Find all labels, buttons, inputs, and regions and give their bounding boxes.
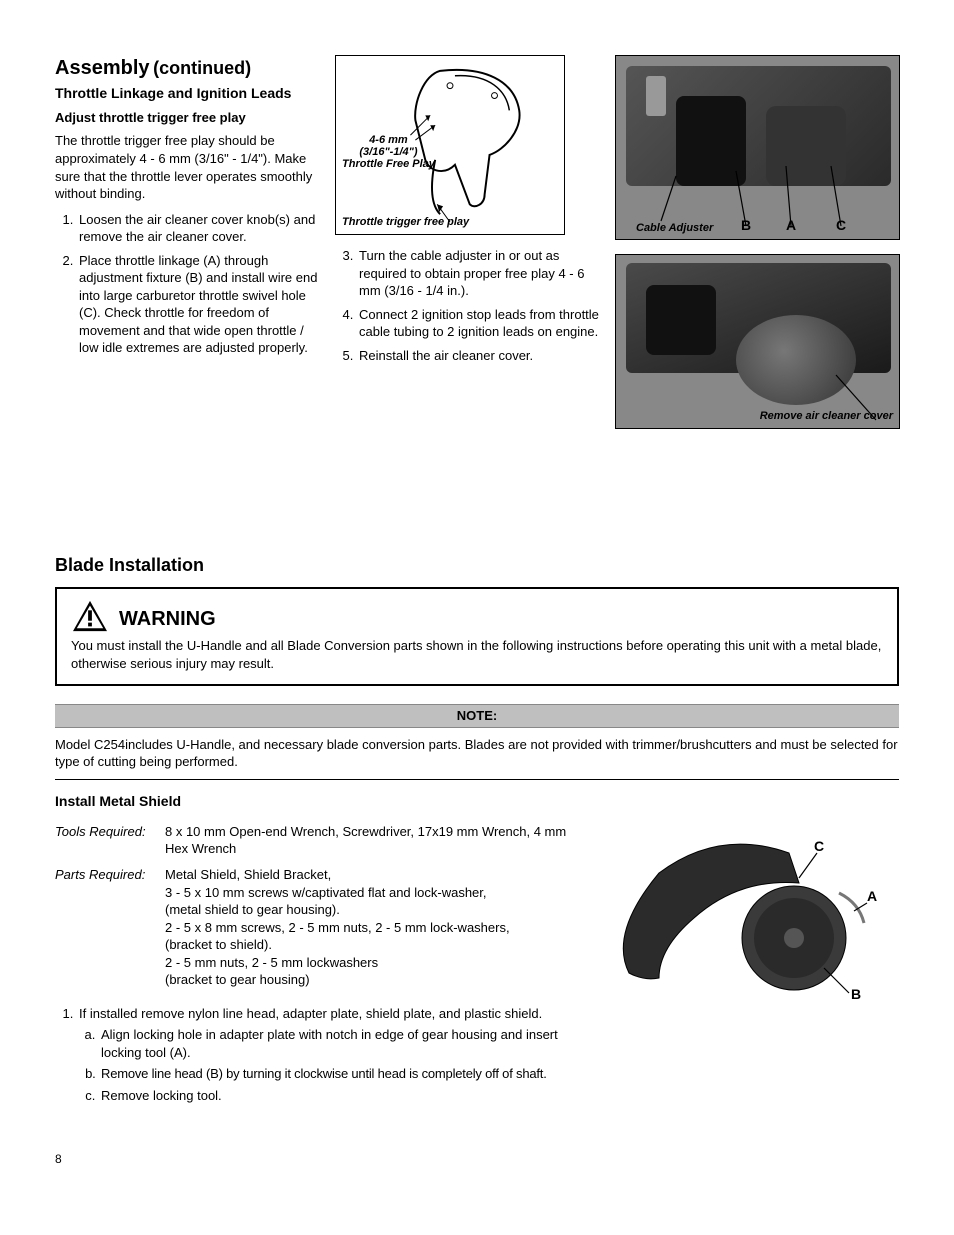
assembly-heading: Assembly (continued) bbox=[55, 55, 325, 82]
page-number: 8 bbox=[55, 1151, 899, 1167]
note-bar: NOTE: bbox=[55, 704, 899, 728]
install-step-1-text: If installed remove nylon line head, ada… bbox=[79, 1006, 542, 1021]
install-metal-shield-heading: Install Metal Shield bbox=[55, 792, 899, 811]
adjust-head: Adjust throttle trigger free play bbox=[55, 109, 325, 127]
assembly-section: Assembly (continued) Throttle Linkage an… bbox=[55, 55, 899, 443]
shield-label-a: A bbox=[867, 887, 877, 906]
assembly-intro: The throttle trigger free play should be… bbox=[55, 132, 325, 202]
shield-figure: C A B bbox=[599, 823, 884, 1023]
throttle-diagram: 4-6 mm (3/16"-1/4") Throttle Free Play T… bbox=[335, 55, 565, 235]
tools-val: 8 x 10 mm Open-end Wrench, Screwdriver, … bbox=[165, 823, 579, 858]
cable-adjuster-photo: Cable Adjuster B A C bbox=[615, 55, 900, 240]
step-2: Place throttle linkage (A) through adjus… bbox=[77, 252, 325, 357]
cable-adjuster-label: Cable Adjuster bbox=[634, 222, 715, 235]
steps-right-list: Turn the cable adjuster in or out as req… bbox=[335, 247, 605, 364]
tools-label: Tools Required: bbox=[55, 823, 165, 858]
install-steps: If installed remove nylon line head, ada… bbox=[55, 1005, 579, 1105]
install-grid: Tools Required: 8 x 10 mm Open-end Wrenc… bbox=[55, 823, 899, 1111]
assembly-continued: (continued) bbox=[153, 58, 251, 78]
install-step-1a: Align locking hole in adapter plate with… bbox=[99, 1026, 579, 1061]
step-1: Loosen the air cleaner cover knob(s) and… bbox=[77, 211, 325, 246]
assembly-middle-column: 4-6 mm (3/16"-1/4") Throttle Free Play T… bbox=[335, 55, 605, 443]
note-text: Model C254includes U-Handle, and necessa… bbox=[55, 736, 899, 771]
warning-title: WARNING bbox=[119, 606, 216, 633]
step-5: Reinstall the air cleaner cover. bbox=[357, 347, 605, 365]
steps-left-list: Loosen the air cleaner cover knob(s) and… bbox=[55, 211, 325, 357]
install-step-1: If installed remove nylon line head, ada… bbox=[77, 1005, 579, 1105]
divider bbox=[55, 779, 899, 780]
parts-val: Metal Shield, Shield Bracket, 3 - 5 x 10… bbox=[165, 866, 525, 989]
install-left: Tools Required: 8 x 10 mm Open-end Wrenc… bbox=[55, 823, 579, 1111]
shield-svg bbox=[599, 823, 884, 1023]
shield-label-c: C bbox=[814, 837, 824, 856]
freeplay-l3: Throttle Free Play bbox=[342, 158, 435, 170]
assembly-subhead: Throttle Linkage and Ignition Leads bbox=[55, 84, 325, 103]
assembly-right-column: Cable Adjuster B A C Remove air cleaner … bbox=[615, 55, 915, 443]
step-4: Connect 2 ignition stop leads from throt… bbox=[357, 306, 605, 341]
photo-label-a: A bbox=[786, 216, 796, 235]
warning-box: WARNING You must install the U-Handle an… bbox=[55, 587, 899, 686]
shield-label-b: B bbox=[851, 985, 861, 1004]
air-cleaner-caption: Remove air cleaner cover bbox=[622, 409, 893, 424]
cable-adjuster-text: Cable Adjuster bbox=[636, 222, 713, 234]
freeplay-l1: 4-6 mm bbox=[342, 134, 435, 146]
assembly-left-column: Assembly (continued) Throttle Linkage an… bbox=[55, 55, 325, 443]
step-3: Turn the cable adjuster in or out as req… bbox=[357, 247, 605, 300]
blade-installation-heading: Blade Installation bbox=[55, 553, 899, 577]
warning-header: WARNING bbox=[71, 599, 883, 633]
install-step-1c: Remove locking tool. bbox=[99, 1087, 579, 1105]
photo-label-c: C bbox=[836, 216, 846, 235]
install-substeps: Align locking hole in adapter plate with… bbox=[79, 1026, 579, 1104]
photo-label-b: B bbox=[741, 216, 751, 235]
warning-text: You must install the U-Handle and all Bl… bbox=[71, 637, 883, 672]
air-cleaner-pointer bbox=[616, 255, 899, 428]
diagram-caption: Throttle trigger free play bbox=[342, 215, 469, 230]
freeplay-label: 4-6 mm (3/16"-1/4") Throttle Free Play bbox=[342, 134, 435, 170]
tools-row: Tools Required: 8 x 10 mm Open-end Wrenc… bbox=[55, 823, 579, 858]
air-cleaner-photo: Remove air cleaner cover bbox=[615, 254, 900, 429]
parts-label: Parts Required: bbox=[55, 866, 165, 989]
assembly-title: Assembly bbox=[55, 57, 150, 79]
photo-pointers bbox=[616, 56, 899, 239]
parts-row: Parts Required: Metal Shield, Shield Bra… bbox=[55, 866, 579, 989]
freeplay-l2: (3/16"-1/4") bbox=[342, 146, 435, 158]
install-step-1b: Remove line head (B) by turning it clock… bbox=[99, 1065, 579, 1083]
warning-icon bbox=[71, 599, 109, 633]
